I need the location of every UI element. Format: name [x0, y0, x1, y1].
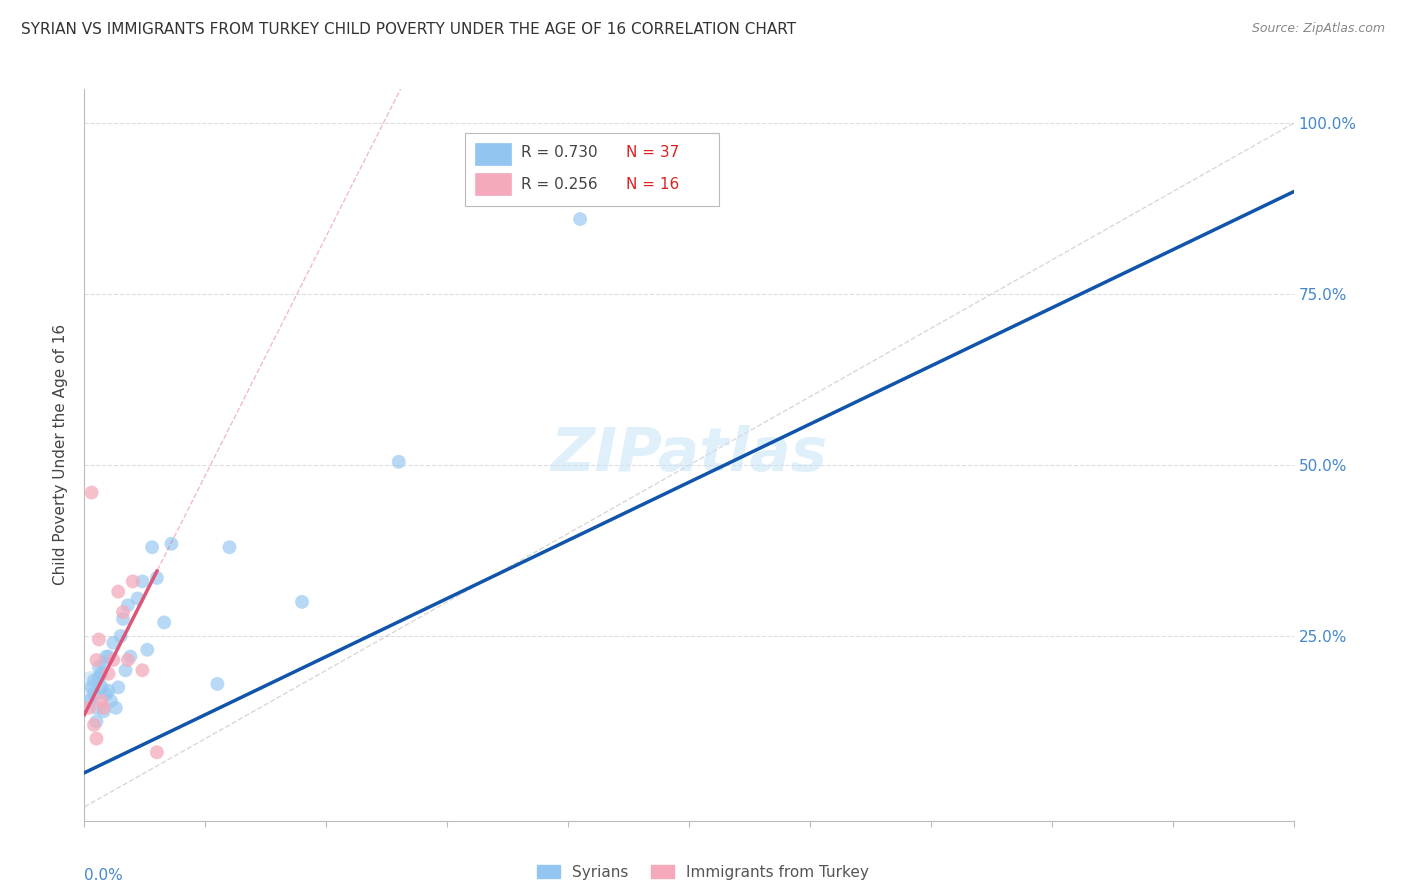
Point	[93, 704, 115, 718]
Text: Source: ZipAtlas.com: Source: ZipAtlas.com	[1251, 22, 1385, 36]
Point	[86, 701, 108, 715]
Point	[80, 681, 103, 695]
Point	[87, 670, 110, 684]
Text: ZIPatlas: ZIPatlas	[550, 425, 828, 484]
Point	[90, 681, 112, 695]
Point	[77, 701, 100, 715]
Point	[120, 649, 142, 664]
Point	[77, 694, 100, 708]
Point	[90, 694, 112, 708]
Point	[86, 653, 108, 667]
Point	[107, 681, 129, 695]
Point	[114, 663, 136, 677]
Point	[103, 636, 125, 650]
Point	[93, 657, 115, 671]
Point	[83, 673, 105, 688]
Point	[146, 571, 169, 585]
Point	[153, 615, 176, 630]
Point	[146, 745, 169, 759]
Point	[218, 540, 240, 554]
Point	[103, 653, 125, 667]
Point	[131, 663, 153, 677]
Point	[80, 681, 103, 695]
Point	[117, 653, 139, 667]
Point	[117, 599, 139, 613]
Point	[136, 642, 159, 657]
Point	[87, 632, 110, 647]
Point	[160, 537, 183, 551]
Text: SYRIAN VS IMMIGRANTS FROM TURKEY CHILD POVERTY UNDER THE AGE OF 16 CORRELATION C: SYRIAN VS IMMIGRANTS FROM TURKEY CHILD P…	[21, 22, 796, 37]
Point	[388, 455, 411, 469]
Point	[94, 687, 117, 701]
Point	[94, 649, 117, 664]
Point	[86, 714, 108, 729]
Point	[83, 718, 105, 732]
Point	[121, 574, 143, 589]
Text: N = 16: N = 16	[626, 177, 679, 192]
Y-axis label: Child Poverty Under the Age of 16: Child Poverty Under the Age of 16	[53, 325, 69, 585]
Point	[97, 666, 120, 681]
Point	[97, 683, 120, 698]
Point	[112, 612, 135, 626]
Point	[291, 595, 314, 609]
Legend: Syrians, Immigrants from Turkey: Syrians, Immigrants from Turkey	[533, 860, 873, 884]
FancyBboxPatch shape	[475, 143, 512, 164]
Point	[87, 660, 110, 674]
Point	[90, 666, 112, 681]
Point	[131, 574, 153, 589]
Point	[569, 212, 592, 227]
Point	[107, 584, 129, 599]
FancyBboxPatch shape	[465, 133, 720, 206]
Text: R = 0.256: R = 0.256	[520, 177, 598, 192]
Point	[207, 677, 229, 691]
FancyBboxPatch shape	[475, 173, 512, 195]
Text: R = 0.730: R = 0.730	[520, 145, 598, 161]
Point	[100, 694, 122, 708]
Point	[127, 591, 149, 606]
Point	[83, 687, 105, 701]
Text: N = 37: N = 37	[626, 145, 679, 161]
Point	[93, 701, 115, 715]
Point	[141, 540, 163, 554]
Point	[86, 731, 108, 746]
Point	[110, 629, 132, 643]
Point	[104, 701, 127, 715]
Point	[80, 485, 103, 500]
Point	[112, 605, 135, 619]
Point	[97, 649, 120, 664]
Text: 0.0%: 0.0%	[84, 868, 124, 883]
